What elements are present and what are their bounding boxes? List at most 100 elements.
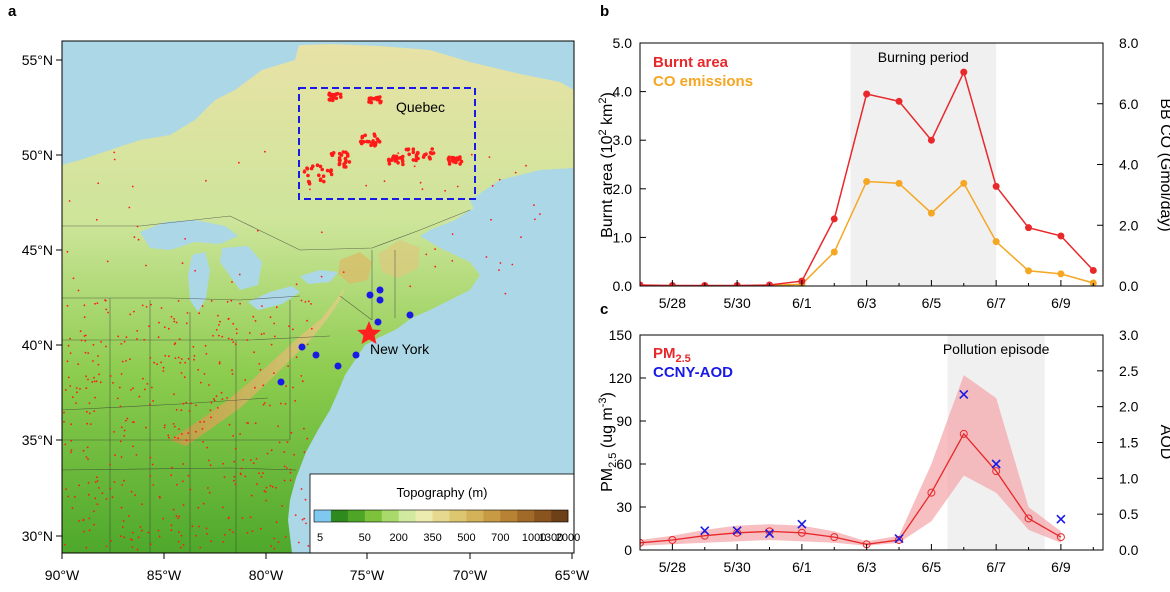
fire-point [204,344,207,347]
lat-tick-label: 45°N [22,242,53,258]
fire-point [208,384,210,386]
fire-point [232,341,235,343]
colorbar-cell [347,510,366,522]
fire-cluster-point [411,150,416,155]
fire-point [98,487,100,489]
fire-point [198,312,201,315]
x-tick-label: 6/1 [792,559,812,575]
fire-point [239,433,242,435]
fire-point [170,529,173,532]
fire-point [270,545,273,547]
fire-cluster-point [341,150,346,154]
fire-point [85,546,88,549]
monitoring-site [374,318,382,326]
chart-c-left-ticks: 0 30 60 90 120 150 [609,327,646,558]
fire-point [260,333,263,336]
fire-point [301,518,304,521]
fire-point [209,409,212,412]
fire-point [216,407,219,409]
fire-point [301,380,304,383]
fire-point [304,498,307,501]
chart-b: Burning period 0.0 1.0 2.0 3.0 4.0 5.0 0.0 2.0… [597,35,1170,311]
fire-point [194,269,197,272]
fire-point [434,248,436,251]
fire-point [89,423,92,425]
fire-point [123,536,125,539]
fire-cluster-point [330,153,335,157]
fire-point [201,428,204,430]
fire-point [156,363,158,366]
fire-point [170,315,173,318]
fire-cluster-point [360,135,365,140]
fire-point [197,506,200,509]
fire-point [121,484,124,486]
fire-point [139,526,142,528]
fire-point [195,534,197,537]
panel-letter-c: c [600,301,608,318]
fire-point [145,426,147,429]
fire-point [284,536,287,538]
fire-point [99,381,102,384]
series-point [863,90,871,98]
fire-point [173,436,176,439]
fire-point [77,363,80,366]
appalachian-ridge [170,286,346,446]
fire-point [109,375,112,377]
fire-point [164,354,167,357]
right-tick-label: 0.0 [1119,278,1139,294]
fire-point [232,322,235,325]
fire-point [142,377,144,380]
fire-point [125,336,128,339]
fire-point [202,440,205,443]
fire-point [70,451,72,454]
fire-point [87,482,90,484]
fire-point [297,541,300,544]
series-point [992,238,1000,246]
fire-point [261,305,263,307]
fire-point [273,335,276,338]
fire-point [262,384,265,387]
fire-point [266,452,269,455]
fire-point [275,306,278,309]
fire-point [176,483,178,486]
fire-cluster-point [318,164,323,169]
fire-point [300,488,303,490]
fire-point [250,494,253,497]
fire-point [306,319,308,322]
fire-point [303,427,305,430]
fire-cluster-point [416,156,420,161]
fire-point [273,372,275,374]
fire-point [514,171,517,174]
pm25-point [895,535,904,544]
fire-point [175,408,178,411]
fire-point [419,181,422,184]
lon-tick-label: 80°W [249,567,284,583]
fire-point [113,158,116,161]
fire-point [177,300,180,302]
fire-point [189,488,192,491]
fire-point [305,522,307,525]
fire-point [87,493,90,496]
fire-point [255,457,258,460]
fire-point [307,545,310,547]
fire-point [239,302,242,305]
colorbar-cell [330,510,349,522]
fire-point [246,339,249,341]
lake-ontario [300,270,338,284]
lon-tick-label: 65°W [555,567,590,583]
fire-point [133,236,136,239]
fire-point [185,322,188,325]
fire-point [162,370,165,372]
chart-b-left-ticks: 0.0 1.0 2.0 3.0 4.0 5.0 [613,35,646,294]
fire-point [85,375,87,378]
fire-point [265,486,268,489]
fire-point [421,188,424,191]
fire-point [303,451,306,454]
quebec-label: Quebec [396,99,445,115]
legend-ccny-aod: CCNY-AOD [653,364,733,381]
fire-cluster-point [372,132,377,136]
fire-point [217,314,219,317]
fire-point [75,387,78,389]
lat-tick-label: 50°N [22,147,53,163]
fire-point [88,529,91,532]
